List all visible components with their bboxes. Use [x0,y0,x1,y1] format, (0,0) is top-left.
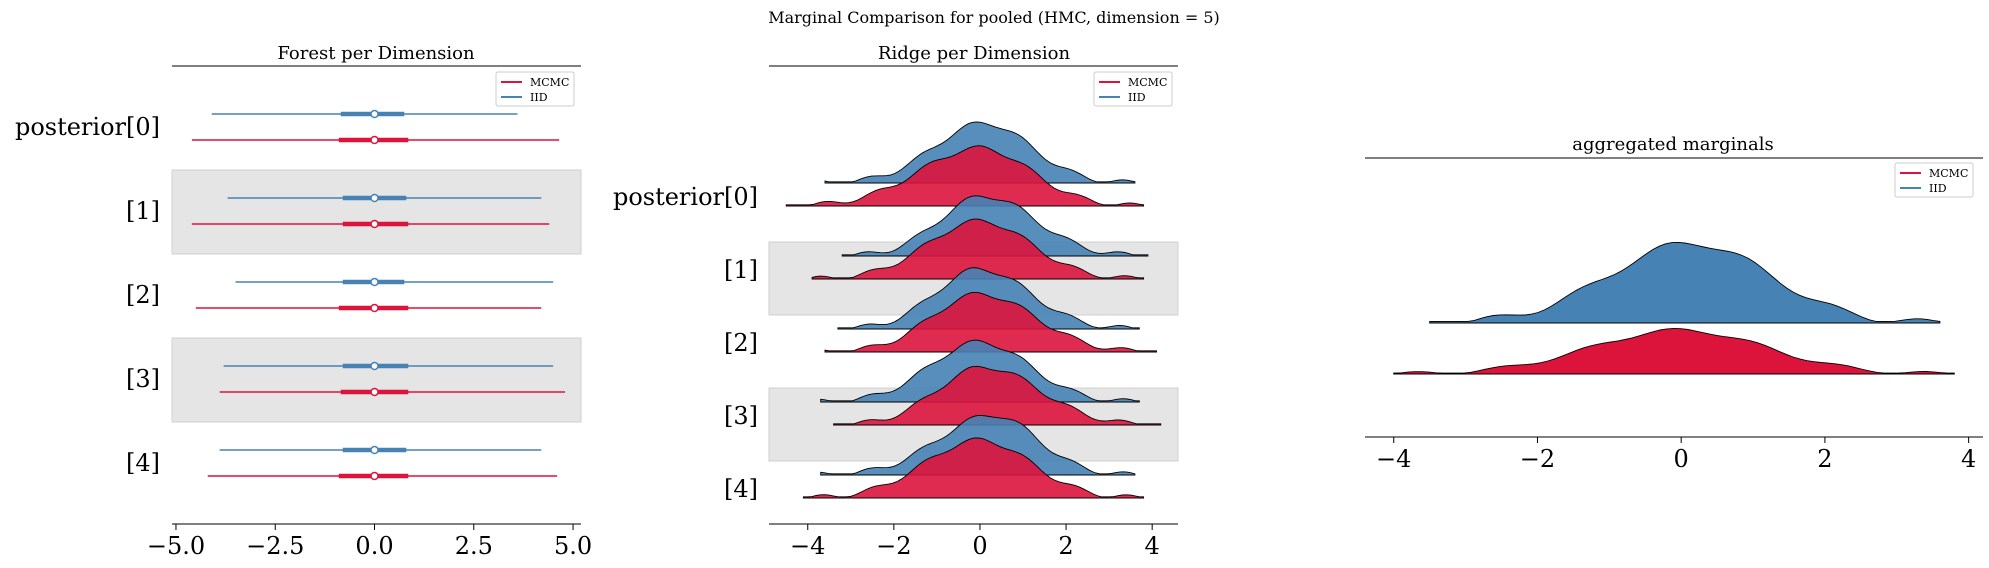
shaded-row-band [171,169,582,255]
x-tick-label: 0 [1674,445,1689,473]
x-tick-label: −2 [1520,445,1555,473]
legend-label-mcmc: MCMC [1929,167,1968,180]
forest-panel-title: Forest per Dimension [277,43,475,64]
row-label: [1] [724,256,758,284]
legend-label-iid: IID [530,91,548,104]
ridge-panel: Ridge per Dimension posterior[0] [1] [2] [3… [613,43,1179,560]
shaded-row-band [171,337,582,423]
median-point-iid [370,445,379,455]
median-point-mcmc [370,135,379,145]
x-tick-label: 4 [1961,445,1976,473]
x-tick-label: 5.0 [554,532,592,560]
legend-label-mcmc: MCMC [530,76,569,89]
ridge-density-mcmc [811,218,1145,280]
row-label: [1] [126,197,160,225]
forest-panel: Forest per Dimension posterior[0] [1] [2] [… [15,43,592,560]
ridge-panel-title: Ridge per Dimension [878,43,1071,64]
ridge-density-mcmc [785,145,1145,207]
median-point-mcmc [370,303,379,313]
x-tick-label: 0.0 [355,532,393,560]
aggregated-panel: aggregated marginals MCMC IID −4 −2 0 2 4 [1365,134,1983,473]
row-label: [4] [126,449,160,477]
x-tick-label: −2 [876,532,911,560]
x-tick-label: −2.5 [246,532,304,560]
row-label: [2] [126,281,160,309]
aggregated-density-iid [1429,241,1941,324]
median-point-iid [370,193,379,203]
ridge-density-mcmc [802,437,1145,499]
x-tick-label: 2 [1817,445,1832,473]
median-point-iid [370,109,379,119]
x-tick-label: 4 [1145,532,1160,560]
x-tick-label: −4 [1376,445,1411,473]
row-label: posterior[0] [15,113,160,141]
median-point-iid [370,361,379,371]
median-point-mcmc [370,219,379,229]
aggregated-density-mcmc [1393,327,1955,375]
ridge-density-mcmc [833,365,1162,426]
median-point-iid [370,277,379,287]
x-tick-label: −5.0 [147,532,205,560]
aggregated-panel-title: aggregated marginals [1572,134,1773,155]
median-point-mcmc [370,387,379,397]
legend-label-iid: IID [1128,91,1146,104]
ridge-density-mcmc [824,291,1157,353]
x-tick-label: −4 [790,532,825,560]
legend-label-mcmc: MCMC [1128,76,1167,89]
x-tick-label: 2.5 [455,532,493,560]
figure-suptitle: Marginal Comparison for pooled (HMC, dim… [768,8,1220,27]
legend-label-iid: IID [1929,182,1947,195]
row-label: [3] [724,402,758,430]
row-label: [4] [724,475,758,503]
row-label: [2] [724,329,758,357]
row-label: [3] [126,365,160,393]
x-tick-label: 0 [972,532,987,560]
x-tick-label: 2 [1058,532,1073,560]
median-point-mcmc [370,471,379,481]
row-label: posterior[0] [613,183,758,211]
